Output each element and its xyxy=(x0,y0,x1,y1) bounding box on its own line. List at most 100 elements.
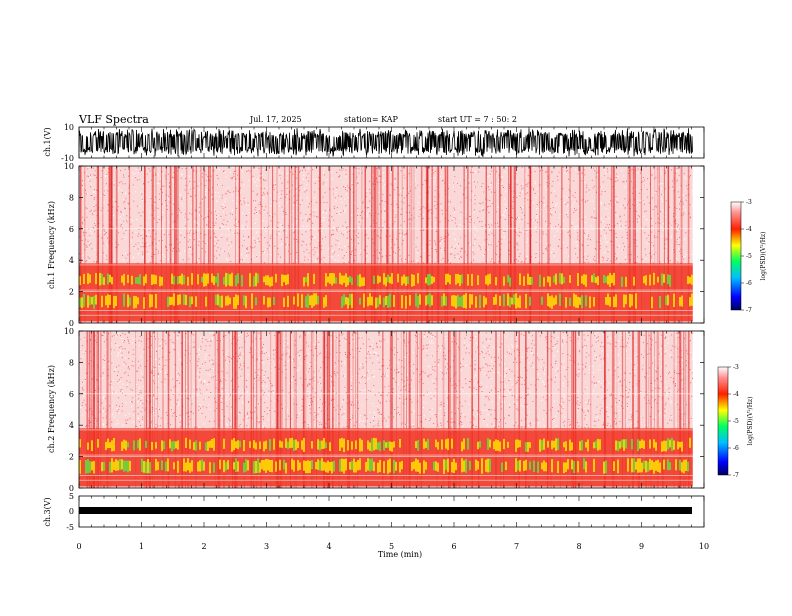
spectrogram-pixel xyxy=(669,420,670,421)
spectrogram-pixel xyxy=(127,337,128,338)
spectrogram-pixel xyxy=(557,176,558,177)
spectrogram-pixel xyxy=(300,202,301,203)
spectrogram-pixel xyxy=(233,191,234,192)
spectrogram-pixel xyxy=(125,230,126,231)
spectrogram-pixel xyxy=(281,244,282,245)
spectrogram-pixel xyxy=(524,335,525,336)
spectrogram-pixel xyxy=(313,249,314,250)
spectrogram-pixel xyxy=(491,361,492,362)
spectrogram-pixel xyxy=(234,225,235,226)
spectrogram-pixel xyxy=(226,235,227,236)
spectrogram-pixel xyxy=(267,248,268,249)
spectrogram-pixel xyxy=(491,378,492,379)
spectrogram-pixel xyxy=(158,216,159,217)
spectrogram-pixel xyxy=(543,234,544,235)
spectrogram-pixel xyxy=(335,192,336,193)
spectrogram-patch xyxy=(123,274,125,285)
spectrogram-pixel xyxy=(190,419,191,420)
spectrogram-pixel xyxy=(409,205,410,206)
spectrogram-pixel xyxy=(296,239,297,240)
spectrogram-pixel xyxy=(190,246,191,247)
spectrogram-patch xyxy=(539,275,541,287)
spectrogram-pixel xyxy=(505,209,506,210)
spectrogram-pixel xyxy=(292,195,293,196)
spectrogram-pixel xyxy=(262,353,263,354)
spectrogram-patch xyxy=(333,273,335,283)
spectrogram-pixel xyxy=(601,397,602,398)
spectrogram-pixel xyxy=(263,220,264,221)
spectrogram-pixel xyxy=(253,191,254,192)
spectrogram-pixel xyxy=(395,178,396,179)
spectrogram-patch xyxy=(135,296,137,308)
spectrogram-pixel xyxy=(491,183,492,184)
spectrogram-pixel xyxy=(86,217,87,218)
spectrogram-pixel xyxy=(334,382,335,383)
spectrogram-pixel xyxy=(498,188,499,189)
spectrogram-pixel xyxy=(132,390,133,391)
spectrogram-patch xyxy=(297,293,299,306)
spectrogram-pixel xyxy=(544,410,545,411)
spectrogram-pixel xyxy=(564,202,565,203)
spectrogram-pixel xyxy=(690,378,691,379)
spectrogram-pixel xyxy=(480,370,481,371)
spectrogram-patch xyxy=(293,297,295,305)
spectrogram-pixel xyxy=(457,257,458,258)
spectrogram-pixel xyxy=(388,417,389,418)
spectrogram-pixel xyxy=(322,238,323,239)
spectrogram-pixel xyxy=(266,398,267,399)
spectrogram-pixel xyxy=(339,243,340,244)
spectrogram-pixel xyxy=(463,366,464,367)
spectrogram-pixel xyxy=(225,177,226,178)
spectrogram-pixel xyxy=(106,243,107,244)
spectrogram-pixel xyxy=(521,232,522,233)
spectrogram-pixel xyxy=(308,206,309,207)
spectrogram-pixel xyxy=(607,172,608,173)
spectrogram-pixel xyxy=(82,414,83,415)
spectrogram-pixel xyxy=(662,194,663,195)
spectrogram-patch xyxy=(371,297,373,306)
spectrogram-pixel xyxy=(90,186,91,187)
spectrogram-pixel xyxy=(341,365,342,366)
spectrogram-pixel xyxy=(498,179,499,180)
spectrogram-patch xyxy=(597,276,599,285)
spectrogram-pixel xyxy=(521,262,522,263)
spectrogram-patch xyxy=(467,274,469,286)
spectrogram-pixel xyxy=(340,212,341,213)
spectrogram-patch xyxy=(385,296,387,305)
spectrogram-pixel xyxy=(237,233,238,234)
spectrogram-pixel xyxy=(315,252,316,253)
spectrogram-pixel xyxy=(521,334,522,335)
spectrogram-pixel xyxy=(217,175,218,176)
spectrogram-patch xyxy=(565,297,567,308)
spectrogram-pixel xyxy=(663,210,664,211)
spectrogram-pixel xyxy=(105,191,106,192)
spectrogram-patch xyxy=(283,298,285,307)
spectrogram-pixel xyxy=(218,178,219,179)
spectrogram-pixel xyxy=(374,352,375,353)
spectrogram-pixel xyxy=(82,255,83,256)
spectrogram-pixel xyxy=(343,211,344,212)
spectrogram-pixel xyxy=(460,256,461,257)
spectrogram-pixel xyxy=(181,178,182,179)
spectrogram-pixel xyxy=(450,262,451,263)
spectrogram-pixel xyxy=(137,180,138,181)
spectrogram-pixel xyxy=(259,358,260,359)
spectrogram-pixel xyxy=(177,400,178,401)
spectrogram-pixel xyxy=(143,246,144,247)
spectrogram-pixel xyxy=(338,260,339,261)
spectrogram-pixel xyxy=(140,215,141,216)
spectrogram-pixel xyxy=(491,192,492,193)
spectrogram-pixel xyxy=(685,232,686,233)
spectrogram-pixel xyxy=(104,202,105,203)
spectrogram-pixel xyxy=(103,423,104,424)
spectrogram-pixel xyxy=(527,200,528,201)
spectrogram-pixel xyxy=(214,256,215,257)
spectrogram-pixel xyxy=(121,190,122,191)
spectrogram-pixel xyxy=(182,198,183,199)
spectrogram-pixel xyxy=(344,246,345,247)
spectrogram-pixel xyxy=(177,376,178,377)
spectrogram-pixel xyxy=(265,170,266,171)
spectrogram-pixel xyxy=(134,186,135,187)
spectrogram-pixel xyxy=(274,335,275,336)
spectrogram-pixel xyxy=(336,213,337,214)
